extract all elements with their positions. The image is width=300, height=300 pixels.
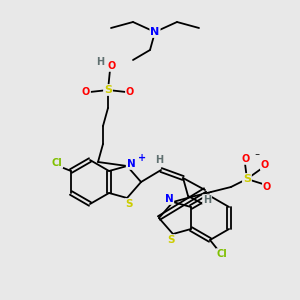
Text: N: N — [165, 194, 173, 204]
Text: O: O — [261, 160, 269, 170]
Text: S: S — [243, 174, 251, 184]
Text: O: O — [263, 182, 271, 192]
Text: S: S — [104, 85, 112, 95]
Text: N: N — [127, 159, 135, 169]
Text: O: O — [82, 87, 90, 97]
Text: Cl: Cl — [52, 158, 62, 168]
Text: ⁻: ⁻ — [254, 152, 260, 162]
Text: H: H — [96, 57, 104, 67]
Text: N: N — [150, 27, 160, 37]
Text: H: H — [203, 195, 211, 205]
Text: S: S — [125, 199, 133, 209]
Text: S: S — [167, 235, 175, 245]
Text: +: + — [138, 153, 146, 163]
Text: O: O — [242, 154, 250, 164]
Text: O: O — [108, 61, 116, 71]
Text: H: H — [155, 155, 163, 165]
Text: Cl: Cl — [217, 249, 227, 259]
Text: O: O — [126, 87, 134, 97]
